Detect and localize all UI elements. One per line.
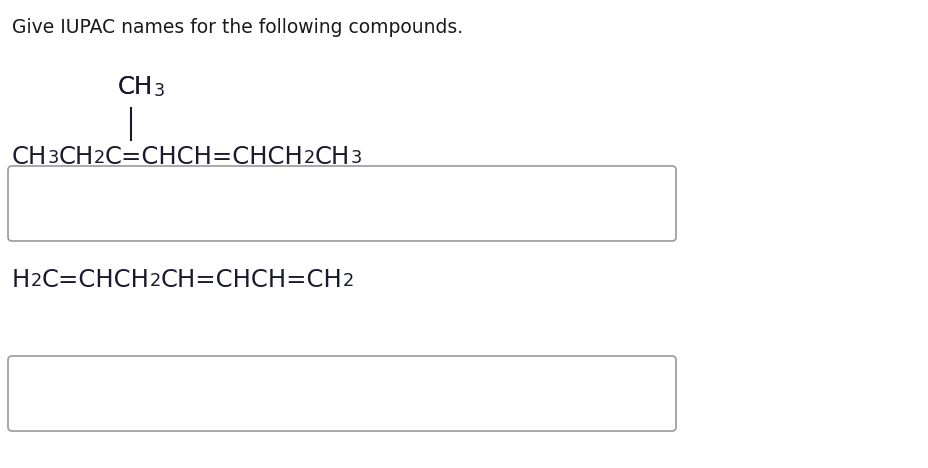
- Text: CH: CH: [315, 145, 350, 169]
- Text: H: H: [12, 268, 31, 292]
- Text: 2: 2: [31, 272, 42, 290]
- Text: 2: 2: [342, 272, 354, 290]
- Text: CH: CH: [118, 75, 153, 99]
- Text: CH: CH: [58, 145, 94, 169]
- FancyBboxPatch shape: [8, 166, 676, 241]
- Text: 3: 3: [47, 149, 58, 167]
- Text: C=CHCH: C=CHCH: [42, 268, 149, 292]
- Text: CH: CH: [118, 75, 153, 99]
- Text: Give IUPAC names for the following compounds.: Give IUPAC names for the following compo…: [12, 18, 463, 37]
- Text: CH=CHCH=CH: CH=CHCH=CH: [161, 268, 342, 292]
- FancyBboxPatch shape: [8, 356, 676, 431]
- Text: CH: CH: [12, 145, 47, 169]
- Text: 3: 3: [350, 149, 361, 167]
- Text: C=CHCH=CHCH: C=CHCH=CHCH: [105, 145, 303, 169]
- Text: 2: 2: [149, 272, 161, 290]
- Text: 2: 2: [303, 149, 315, 167]
- Text: 3: 3: [153, 81, 164, 100]
- Text: 2: 2: [94, 149, 105, 167]
